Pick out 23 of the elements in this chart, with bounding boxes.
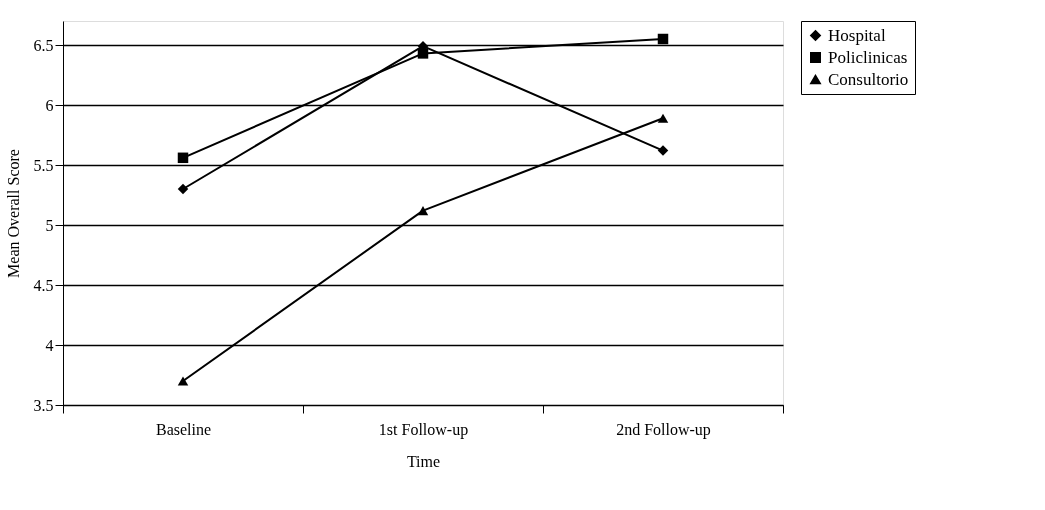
legend-label: Policlinicas xyxy=(828,47,908,67)
legend-label: Hospital xyxy=(828,25,886,45)
point xyxy=(657,145,669,156)
x-axis-title: Time xyxy=(406,452,441,470)
point xyxy=(417,206,429,216)
y-tick-label: 5 xyxy=(45,216,54,234)
y-tick-label: 4.5 xyxy=(33,276,54,294)
point xyxy=(657,113,669,123)
legend-label: Consultorio xyxy=(828,69,909,89)
x-tick-label: Baseline xyxy=(155,420,212,438)
point xyxy=(657,33,669,45)
y-tick-label: 3.5 xyxy=(33,396,54,414)
y-tick-label: 5.5 xyxy=(33,156,54,174)
point xyxy=(177,376,189,386)
x-tick-label: 2nd Follow-up xyxy=(616,420,711,439)
point xyxy=(417,48,429,59)
x-tick-label: 1st Follow-up xyxy=(378,420,469,439)
y-tick-label: 4 xyxy=(45,336,54,354)
y-axis-title: Mean Overall Score xyxy=(4,149,22,278)
y-tick-label: 6.5 xyxy=(33,36,54,54)
point xyxy=(177,183,189,195)
y-tick-label: 6 xyxy=(45,96,54,114)
point xyxy=(177,152,189,164)
